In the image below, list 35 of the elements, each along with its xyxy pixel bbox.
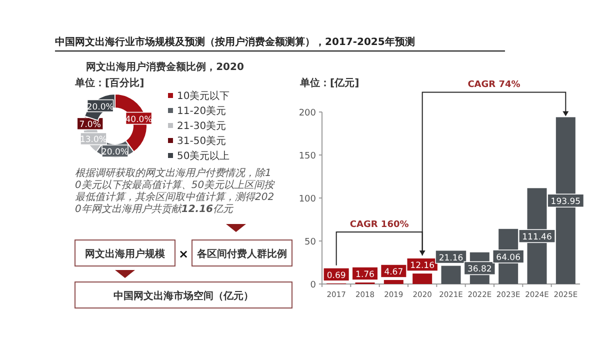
legend-label: 31-50美元 <box>177 135 226 147</box>
chart-title: 网文出海用户消费金额比例，2020 <box>86 61 244 73</box>
text: 中国网文出海市场空间（亿元） <box>114 290 254 302</box>
y-tick-label: 50 <box>304 238 316 248</box>
legend-label: 11-20美元 <box>177 105 226 117</box>
bar <box>412 274 432 284</box>
text: 各区间付费人群比例 <box>196 248 287 260</box>
y-tick-label: 200 <box>298 108 316 118</box>
legend-label: 50美元以上 <box>177 150 230 162</box>
data-label: 0.69 <box>326 270 346 281</box>
data-label: 12.16 <box>410 261 435 272</box>
text: × <box>178 247 189 261</box>
chart-subtitle: 单位：[百分比] <box>74 77 144 89</box>
chart-subtitle: 单位：[亿元] <box>299 77 360 89</box>
data-label: 64.06 <box>496 252 521 263</box>
bar <box>384 280 404 284</box>
legend-label: 21-30美元 <box>177 120 226 132</box>
data-label: 36.82 <box>467 264 492 275</box>
y-tick-label: 0 <box>310 280 316 290</box>
data-label: 40.0% <box>125 114 152 125</box>
text: 网文出海用户规模 <box>85 248 166 260</box>
text: 中国网文出海行业市场规模及预测（按用户消费金额测算），2017-2025年预测 <box>55 36 415 48</box>
data-label: 1.76 <box>356 270 374 280</box>
legend-label: 10美元以下 <box>177 90 230 102</box>
text: 根据调研获取的网文出海用户付费情况，除10美元以下按最高值计算、50美元以上区间按最低值计算，其余区间取中值计算，测得2020年网文出海用户共贡献12.16亿元 <box>75 167 276 215</box>
data-label: 21.16 <box>438 253 464 264</box>
text: CAGR 74% <box>468 80 520 90</box>
data-label: 20.0% <box>86 102 114 112</box>
annotation: CAGR 160% <box>350 220 409 230</box>
y-tick-label: 150 <box>298 152 316 162</box>
y-tick-label: 100 <box>298 194 316 204</box>
data-label: 193.95 <box>550 197 581 208</box>
data-label: 7.0% <box>79 120 101 130</box>
data-label: 4.67 <box>384 267 404 278</box>
data-label: 111.46 <box>522 232 552 243</box>
